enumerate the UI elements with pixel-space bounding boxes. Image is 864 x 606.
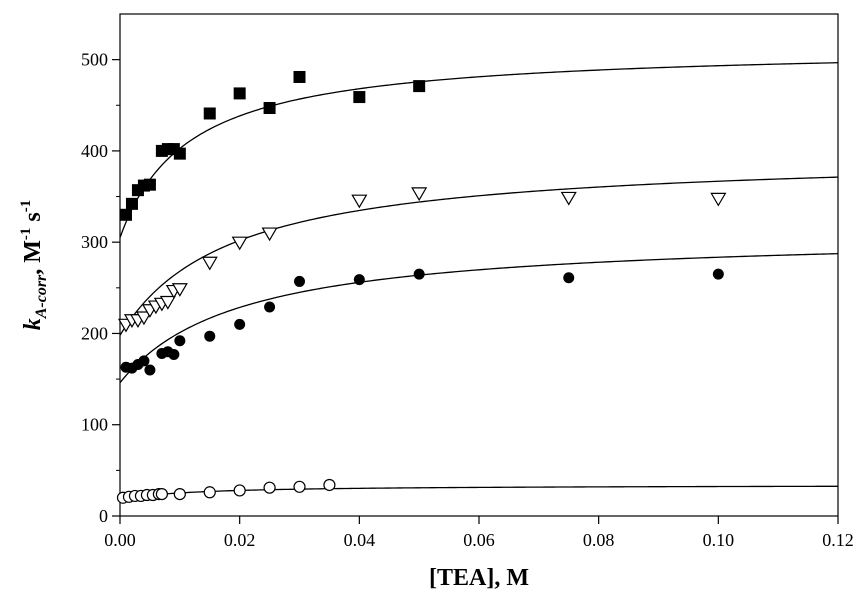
data-point-series-1	[125, 197, 138, 210]
fit-line-series-1	[119, 62, 839, 238]
x-axis-title: [TEA], M	[429, 565, 529, 591]
data-point-series-3	[413, 268, 425, 280]
data-point-series-2	[710, 192, 727, 207]
y-tick-label: 100	[81, 415, 108, 435]
data-point-series-3	[294, 275, 305, 287]
data-point-series-1	[173, 147, 186, 160]
y-tick-label: 200	[81, 323, 108, 343]
y-tick-label: 0	[99, 506, 108, 526]
y-axis-unit-s: s	[20, 212, 46, 227]
fit-line-series-3	[119, 253, 839, 384]
y-tick-label: 400	[81, 141, 108, 161]
data-point-series-1	[353, 91, 366, 104]
data-point-series-3	[174, 335, 186, 347]
fit-line-series-4	[119, 485, 839, 501]
data-point-series-4	[233, 484, 246, 497]
data-point-series-3	[138, 355, 150, 367]
data-point-series-2	[411, 187, 428, 202]
data-point-series-2	[231, 236, 248, 251]
data-point-series-3	[144, 364, 156, 376]
data-point-series-1	[293, 70, 306, 83]
data-point-series-2	[171, 283, 188, 297]
x-tick-label: 0.12	[822, 530, 854, 550]
data-point-series-1	[143, 178, 156, 191]
data-point-series-1	[263, 102, 276, 115]
data-point-series-1	[233, 87, 246, 100]
plot-area-frame	[119, 13, 839, 517]
data-point-series-1	[203, 107, 216, 120]
y-axis-subscript: A-corr	[33, 274, 50, 319]
y-axis-unit-exp2: -1	[18, 200, 34, 213]
data-point-series-2	[261, 227, 278, 242]
data-point-series-3	[204, 330, 216, 342]
data-point-series-1	[119, 208, 132, 221]
y-axis-title: kA-corr, M-1 s-1	[18, 200, 50, 331]
data-point-series-4	[203, 486, 216, 499]
data-point-series-4	[293, 480, 306, 493]
y-axis-symbol: k	[20, 318, 46, 330]
data-point-series-2	[560, 191, 577, 206]
data-point-series-4	[263, 481, 276, 494]
data-markers	[116, 70, 727, 504]
y-tick-label: 300	[81, 232, 108, 252]
y-tick-label: 500	[81, 50, 108, 70]
data-point-series-2	[135, 311, 152, 326]
x-tick-label: 0.02	[224, 530, 256, 550]
x-tick-label: 0.06	[463, 530, 495, 550]
data-point-series-3	[563, 272, 575, 284]
data-point-series-3	[353, 274, 365, 286]
data-point-series-4	[323, 478, 336, 492]
x-tick-label: 0.10	[703, 530, 735, 550]
data-point-series-2	[351, 194, 368, 209]
data-point-series-3	[168, 348, 180, 360]
y-axis-ticks: 0 100 200 300 400 500	[81, 50, 120, 526]
x-axis-ticks: 0.00 0.02 0.04 0.06 0.08 0.10 0.12	[104, 516, 854, 550]
x-tick-label: 0.08	[583, 530, 615, 550]
data-point-series-3	[712, 268, 724, 280]
data-point-series-4	[155, 487, 168, 501]
data-point-series-2	[159, 295, 176, 310]
data-point-series-4	[173, 487, 186, 501]
data-point-series-3	[264, 301, 276, 313]
fit-curves	[119, 62, 839, 501]
x-tick-label: 0.04	[344, 530, 376, 550]
data-point-series-3	[234, 318, 246, 330]
x-tick-label: 0.00	[104, 530, 136, 550]
y-axis-unit-exp1: -1	[18, 228, 34, 241]
y-axis-unit-m: , M	[20, 240, 46, 275]
data-point-series-1	[413, 80, 426, 93]
data-point-series-2	[201, 256, 218, 271]
